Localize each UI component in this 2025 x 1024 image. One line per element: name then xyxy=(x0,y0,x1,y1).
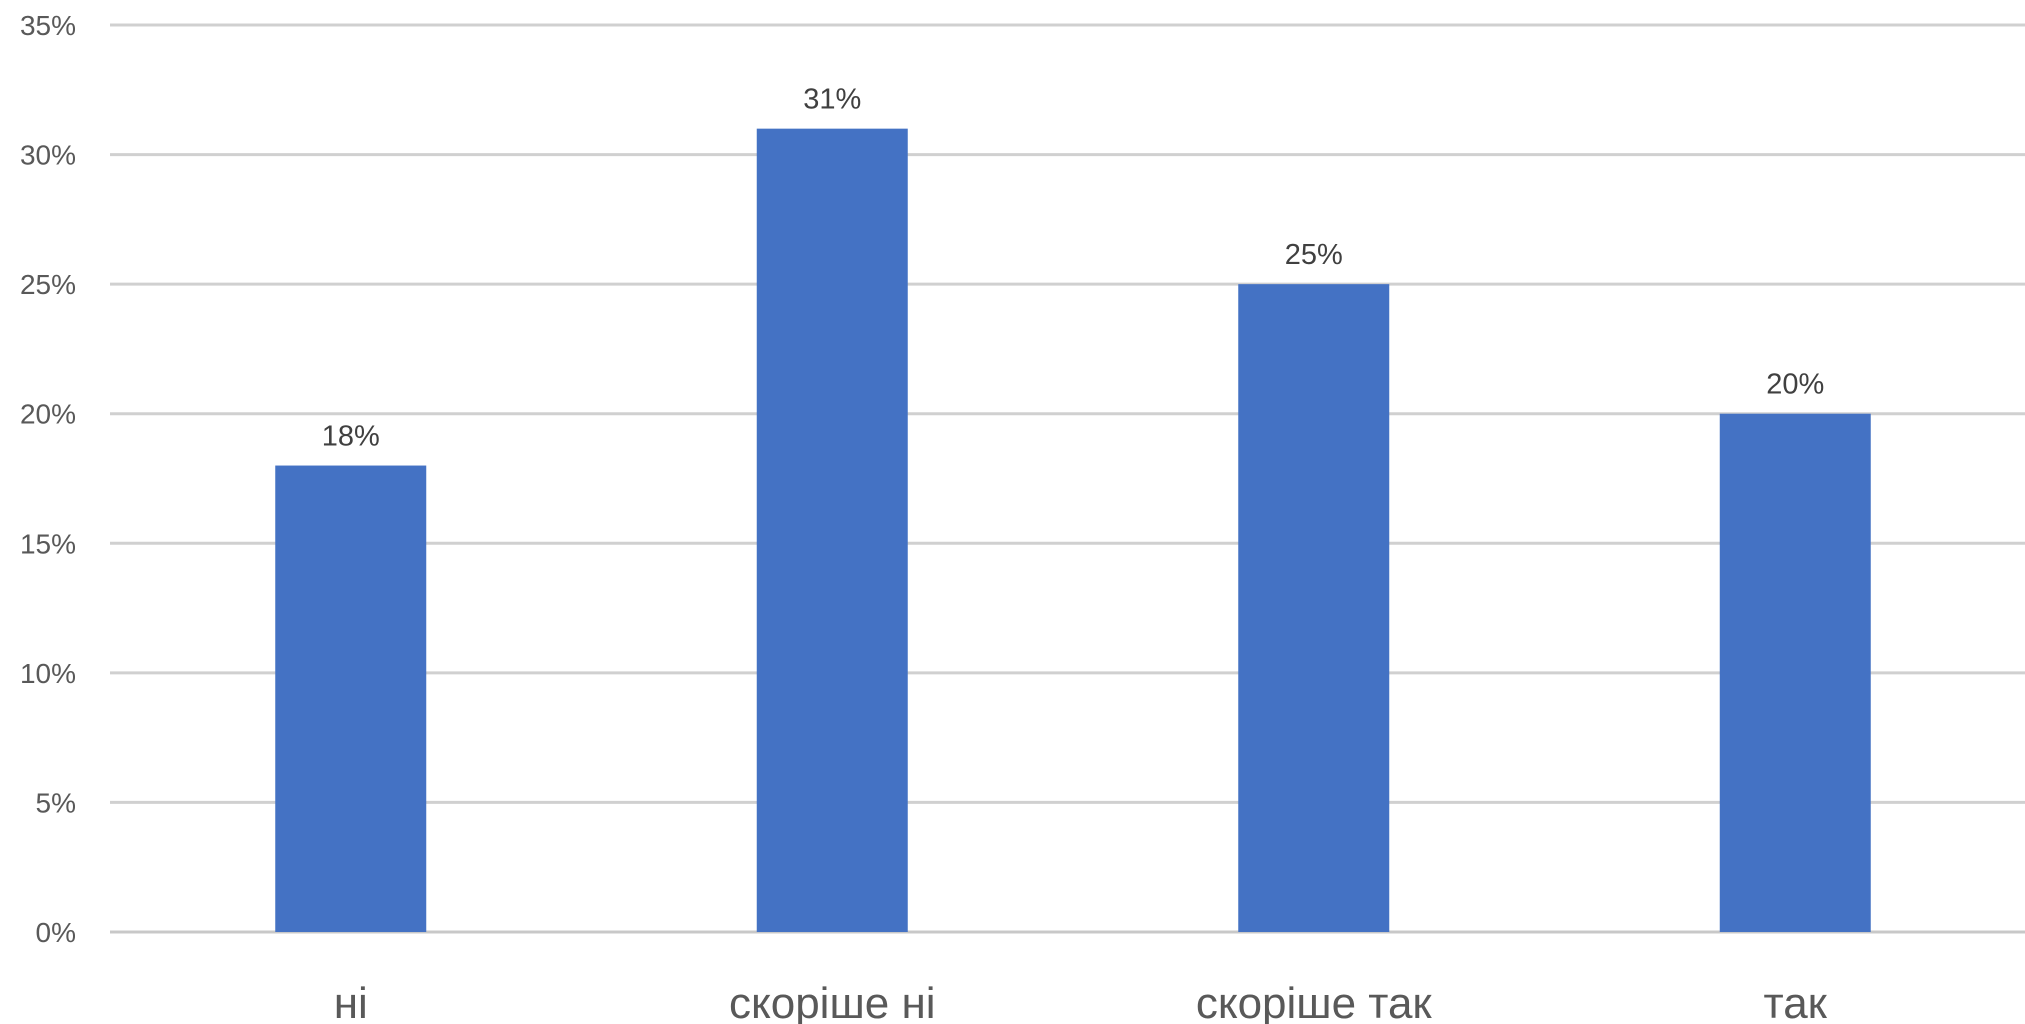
category-label: скоріше ні xyxy=(729,979,936,1024)
data-label: 18% xyxy=(322,421,380,453)
data-labels: 18% 31% 25% 20% xyxy=(322,84,1825,453)
y-tick-label: 15% xyxy=(20,528,76,559)
y-tick-label: 30% xyxy=(20,140,76,171)
x-axis-category-labels: ні скоріше ні скоріше так так xyxy=(334,979,1828,1024)
bar xyxy=(1238,284,1390,933)
y-tick-label: 25% xyxy=(20,269,76,300)
bar xyxy=(275,465,427,932)
category-label: скоріше так xyxy=(1196,979,1433,1024)
bar xyxy=(1719,413,1871,932)
category-label: ні xyxy=(334,979,368,1024)
y-axis-tick-labels: 0% 5% 10% 15% 20% 25% 30% 35% xyxy=(20,10,76,948)
category-label: так xyxy=(1764,979,1828,1024)
y-tick-label: 0% xyxy=(36,917,76,948)
bars xyxy=(275,128,1871,933)
gridlines xyxy=(110,23,2025,934)
data-label: 25% xyxy=(1285,239,1343,271)
bar xyxy=(756,128,908,932)
y-tick-label: 5% xyxy=(36,787,76,818)
y-tick-label: 35% xyxy=(20,10,76,41)
y-tick-label: 20% xyxy=(20,399,76,430)
data-label: 20% xyxy=(1766,369,1824,401)
y-tick-label: 10% xyxy=(20,658,76,689)
data-label: 31% xyxy=(803,84,861,116)
